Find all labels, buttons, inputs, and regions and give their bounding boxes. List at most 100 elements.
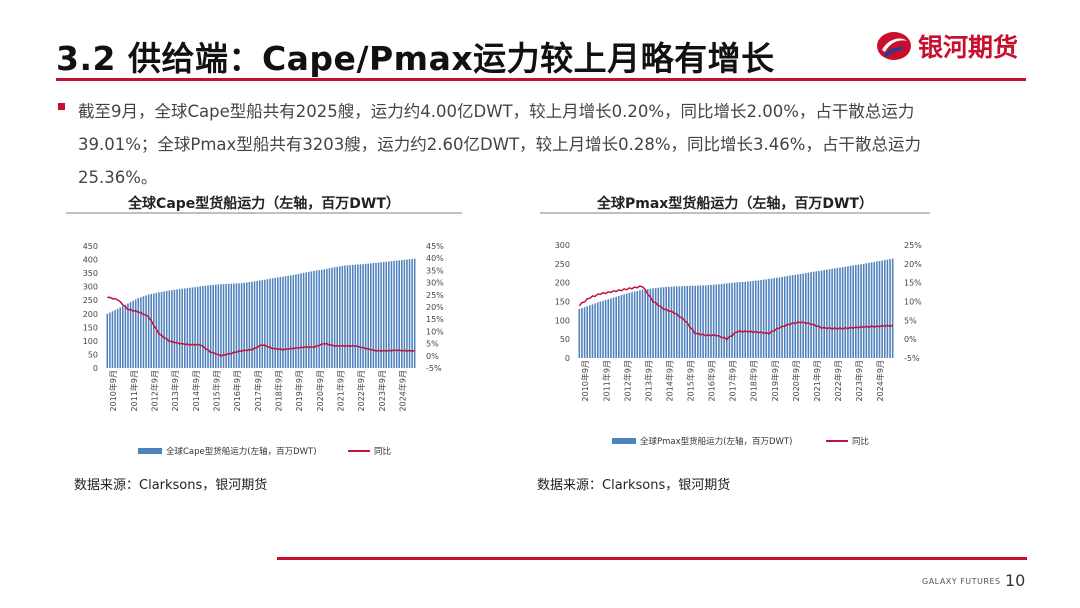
cape-bar (230, 283, 233, 368)
cape-bar (184, 288, 186, 368)
cape-bar (351, 264, 354, 368)
cape-x-tick: 2022年9月 (356, 370, 366, 411)
cape-bar (140, 297, 142, 368)
cape-capacity-chart: 450 400 350 300 250 200 150 100 50 0 45% 40% 35% 30% 2… (83, 242, 444, 457)
brand-logo: 银河期货 (876, 28, 1018, 64)
cape-bar (147, 294, 150, 368)
pmax-bar (631, 292, 633, 358)
pmax-x-tick: 2023年9月 (854, 360, 864, 401)
pmax-x-tick: 2013年9月 (643, 360, 653, 401)
brand-name: 银河期货 (918, 33, 1019, 62)
cape-bar (178, 289, 181, 368)
cape-bar (377, 262, 380, 368)
pmax-bar (741, 281, 744, 358)
pmax-x-tick: 2019年9月 (770, 360, 780, 401)
cape-y-right-tick: 40% (426, 254, 444, 263)
cape-bar (411, 259, 413, 368)
pmax-bar (736, 282, 739, 358)
pmax-bar (646, 289, 649, 358)
pmax-bar (855, 264, 857, 358)
pmax-bar (815, 271, 818, 358)
cape-bar (287, 275, 289, 368)
pmax-bar (623, 294, 625, 358)
cape-bar (199, 286, 202, 368)
pmax-bar (802, 273, 804, 358)
cape-legend-line-label: 同比 (374, 446, 391, 457)
pmax-bar (768, 278, 770, 358)
pmax-bar (728, 283, 731, 358)
pmax-bar (804, 273, 807, 358)
pmax-chart-title: 全球Pmax型货船运力（左轴，百万DWT） (597, 196, 873, 212)
pmax-bar (660, 287, 662, 358)
cape-bar (233, 283, 235, 368)
pmax-y-left-tick: 300 (555, 241, 570, 250)
cape-bar (269, 278, 271, 368)
cape-bar (248, 282, 251, 368)
cape-y-left-tick: 400 (83, 256, 98, 265)
cape-bar (364, 263, 367, 368)
cape-bar (207, 285, 209, 368)
pmax-bar (862, 263, 865, 358)
pmax-bar (675, 286, 678, 358)
cape-bar (132, 300, 134, 368)
cape-bar (354, 264, 357, 368)
pmax-x-tick: 2012年9月 (622, 360, 632, 401)
cape-bar (202, 286, 204, 368)
cape-y-right-tick: 5% (426, 340, 439, 349)
galaxy-logo-icon (877, 32, 911, 60)
pmax-x-tick: 2021年9月 (812, 360, 822, 401)
pmax-bar (773, 278, 775, 358)
pmax-source-note: 数据来源：Clarksons，银河期货 (537, 478, 731, 493)
pmax-bar (776, 277, 778, 358)
pmax-bar (715, 284, 718, 358)
pmax-bar (673, 286, 675, 358)
cape-bar (171, 290, 173, 368)
cape-bar (393, 260, 395, 368)
pmax-bar (665, 286, 668, 358)
pmax-x-tick: 2010年9月 (580, 360, 590, 401)
pmax-bar (883, 260, 886, 358)
cape-x-tick: 2017年9月 (253, 370, 263, 411)
cape-x-tick: 2010年9月 (108, 370, 118, 411)
pmax-bar (752, 280, 754, 358)
pmax-y-right-tick: 20% (904, 260, 922, 269)
cape-bar (323, 269, 326, 368)
pmax-bar (581, 308, 583, 358)
cape-bar (137, 298, 140, 368)
cape-bar (372, 263, 375, 368)
cape-bar (403, 259, 406, 368)
cape-y-left-tick: 0 (93, 364, 98, 373)
pmax-y-left-tick: 200 (555, 279, 570, 288)
pmax-bar (654, 288, 657, 358)
pmax-y-left-tick: 0 (565, 354, 570, 363)
pmax-bar (823, 270, 826, 358)
cape-bar (406, 259, 408, 368)
cape-bar (256, 280, 258, 368)
pmax-capacity-chart: 300 250 200 150 100 50 0 25% 20% 15% 10% 5% 0% -5% 201… (555, 241, 922, 447)
pmax-bar (799, 274, 802, 358)
pmax-bar (841, 267, 844, 358)
cape-bar (225, 283, 227, 368)
cape-bar (300, 273, 302, 368)
cape-bar (173, 289, 176, 368)
cape-x-tick: 2011年9月 (129, 370, 139, 411)
pmax-bar (697, 285, 699, 358)
cape-bar (382, 261, 385, 368)
cape-x-tick: 2016年9月 (232, 370, 242, 411)
pmax-bar (615, 296, 617, 358)
cape-bar (305, 272, 307, 368)
pmax-y-left-tick: 150 (555, 298, 570, 307)
pmax-bar (865, 263, 868, 358)
cape-bar (367, 263, 369, 368)
cape-y-left-tick: 50 (88, 350, 98, 359)
cape-bar (150, 293, 152, 368)
cape-y-left-tick: 300 (83, 283, 98, 292)
pmax-bar (820, 270, 823, 358)
pmax-bar (657, 287, 660, 358)
cape-bar (271, 278, 274, 368)
pmax-x-tick: 2011年9月 (601, 360, 611, 401)
cape-bar (401, 260, 403, 368)
pmax-x-tick: 2022年9月 (833, 360, 843, 401)
pmax-bar (760, 280, 762, 358)
cape-bar (165, 290, 168, 368)
